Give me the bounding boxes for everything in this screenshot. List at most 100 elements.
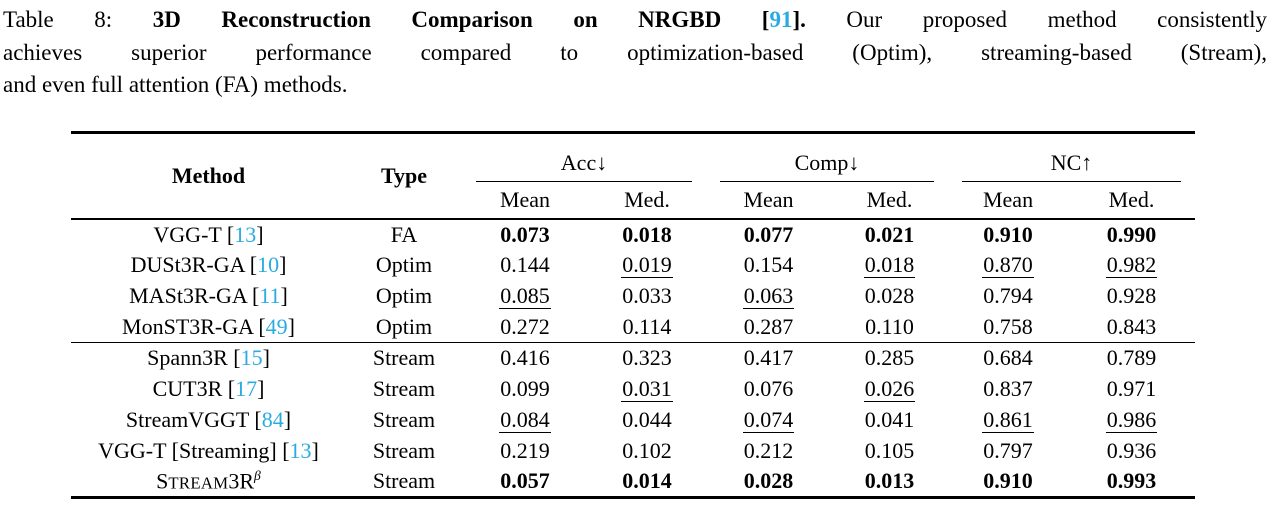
value-cell: 0.910 — [983, 468, 1033, 494]
method-cell: DUSt3R-GA [10] — [71, 250, 346, 281]
value-cell: 0.990 — [1068, 217, 1196, 250]
type-cell: Optim — [375, 313, 433, 339]
subcol-comp-mean: Mean — [743, 186, 794, 212]
value-cell: 0.028 — [864, 283, 915, 308]
value-cell: 0.285 — [831, 342, 949, 374]
value-cell: 0.077 — [706, 217, 832, 250]
text-segment: VGG-T [Streaming] [ — [98, 438, 290, 463]
value-cell: 0.026 — [831, 374, 948, 405]
citation-link[interactable]: 11 — [259, 283, 281, 308]
value-cell: 0.110 — [865, 313, 914, 339]
caption-line: achieves superior performance compared t… — [3, 37, 1267, 70]
value-cell: 0.144 — [500, 252, 550, 277]
type-cell: Optim — [375, 252, 433, 277]
underlined-value: 0.084 — [499, 406, 551, 434]
value-cell: 0.287 — [743, 313, 794, 339]
type-cell: Optim — [375, 283, 433, 308]
value-cell: 0.910 — [948, 217, 1069, 250]
text-segment: ] — [280, 283, 288, 308]
text-segment: TREAM — [168, 473, 229, 493]
type-cell: FA — [346, 217, 462, 250]
text-segment: DUSt3R-GA [ — [130, 252, 258, 277]
text-segment: ] — [279, 252, 287, 277]
underlined-value: 0.019 — [621, 251, 673, 279]
citation-link[interactable]: 17 — [235, 376, 258, 401]
value-cell: 0.019 — [588, 250, 706, 281]
value-cell: 0.993 — [1106, 468, 1157, 494]
col-group-nc: NC↑ — [948, 133, 1195, 182]
text-segment: MASt3R-GA [ — [129, 283, 260, 308]
underlined-value: 0.870 — [982, 251, 1034, 279]
table-row: Spann3R [15] Stream 0.416 0.323 0.417 0.285 0.… — [71, 342, 1196, 374]
method-cell: StreamVGGT [84] — [71, 405, 346, 436]
value-cell: 0.028 — [743, 468, 794, 494]
type-cell: Stream — [372, 438, 436, 463]
citation-link[interactable]: 49 — [265, 313, 288, 339]
value-cell: 0.021 — [831, 217, 949, 250]
value-cell: 0.870 — [948, 250, 1068, 281]
text-segment: ] — [311, 438, 319, 463]
table-row: STREAM3Rβ Stream 0.057 0.014 0.028 0.013 0.910… — [71, 467, 1195, 498]
type-cell: Stream — [372, 407, 436, 432]
value-cell: 0.982 — [1068, 250, 1195, 281]
subcol-nc-mean: Mean — [982, 186, 1034, 212]
text-segment: ] — [256, 221, 264, 247]
table-row: DUSt3R-GA [10] Optim 0.144 0.019 0.154 0.018 0… — [71, 250, 1195, 281]
type-cell: Stream — [372, 468, 436, 494]
text-segment: CUT3R [ — [152, 376, 236, 401]
value-cell: 0.014 — [622, 468, 672, 494]
value-cell: 0.154 — [743, 252, 794, 277]
underlined-value: 0.018 — [863, 251, 916, 279]
citation-link[interactable]: 10 — [257, 252, 280, 277]
value-cell: 0.063 — [706, 281, 831, 312]
col-group-nc-label: NC↑ — [962, 150, 1182, 182]
method-cell: MonST3R-GA [49] — [71, 312, 346, 343]
value-cell: 0.323 — [588, 342, 707, 374]
text-segment: Table 8: — [3, 7, 153, 32]
value-cell: 0.758 — [983, 313, 1033, 339]
underlined-value: 0.031 — [621, 375, 673, 403]
value-cell: 0.073 — [462, 217, 588, 250]
value-cell: 0.794 — [983, 283, 1033, 308]
value-cell: 0.986 — [1068, 405, 1195, 436]
text-segment: Our proposed method consistently — [805, 7, 1268, 32]
text-segment: ] — [283, 407, 292, 432]
value-cell: 0.057 — [500, 468, 550, 494]
type-cell: Stream — [346, 342, 462, 374]
value-cell: 0.044 — [622, 407, 672, 432]
value-cell: 0.272 — [500, 313, 550, 339]
citation-link[interactable]: 13 — [289, 438, 312, 463]
value-cell: 0.084 — [462, 405, 588, 436]
text-segment: 3D Reconstruction Comparison on NRGBD [ — [152, 7, 770, 32]
citation-link[interactable]: 15 — [240, 345, 263, 371]
value-cell: 0.971 — [1106, 376, 1157, 401]
col-group-comp-label: Comp↓ — [720, 150, 935, 182]
caption-line: and even full attention (FA) methods. — [3, 69, 1267, 102]
text-segment: S — [156, 468, 169, 494]
value-cell: 0.074 — [706, 405, 831, 436]
text-segment: 3R — [228, 468, 255, 494]
method-cell: VGG-T [Streaming] [13] — [71, 436, 346, 467]
value-cell: 0.076 — [743, 376, 794, 401]
text-segment: Spann3R [ — [147, 345, 241, 371]
value-cell: 0.797 — [983, 438, 1033, 463]
value-cell: 0.105 — [864, 438, 915, 463]
value-cell: 0.212 — [743, 438, 794, 463]
table-row: VGG-T [Streaming] [13] Stream 0.219 0.102 0.… — [71, 436, 1195, 467]
text-segment: StreamVGGT [ — [125, 407, 262, 432]
value-cell: 0.417 — [706, 342, 832, 374]
citation-link[interactable]: 84 — [261, 407, 284, 432]
value-cell: 0.085 — [462, 281, 588, 312]
citation-link[interactable]: 91 — [769, 7, 793, 32]
table-row: MonST3R-GA [49] Optim 0.272 0.114 0.287 0.110… — [71, 312, 1195, 343]
method-cell: STREAM3Rβ — [71, 467, 346, 498]
col-group-comp: Comp↓ — [706, 133, 948, 182]
value-cell: 0.416 — [462, 342, 588, 374]
value-cell: 0.219 — [500, 438, 550, 463]
subcol-comp-med: Med. — [866, 186, 913, 212]
value-cell: 0.837 — [983, 376, 1033, 401]
text-segment: VGG-T [ — [153, 221, 235, 247]
citation-link[interactable]: 13 — [234, 221, 257, 247]
value-cell: 0.018 — [588, 217, 707, 250]
table-caption: Table 8: 3D Reconstruction Comparison on… — [3, 4, 1267, 102]
